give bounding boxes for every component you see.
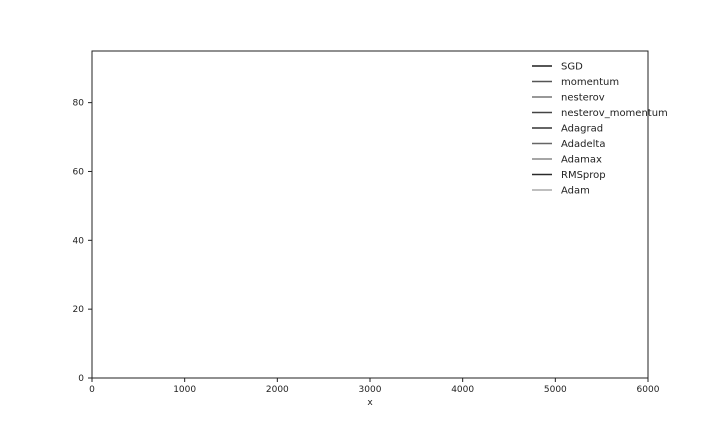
legend-entry-label: nesterov <box>561 93 605 104</box>
legend-entry-label: momentum <box>561 77 619 88</box>
y-tick-label: 40 <box>73 236 85 246</box>
x-tick-label: 0 <box>89 385 95 395</box>
x-tick-label: 4000 <box>451 385 474 395</box>
x-tick-label: 6000 <box>637 385 660 395</box>
x-tick-label: 1000 <box>173 385 196 395</box>
legend-entry-label: nesterov_momentum <box>561 108 668 119</box>
legend: SGD momentum nesterov nesterov_momentum Adag… <box>532 62 668 197</box>
legend-entry-label: Adadelta <box>561 139 605 150</box>
y-tick-label: 20 <box>73 305 85 315</box>
x-axis-label: x <box>367 398 373 408</box>
y-tick-label: 60 <box>73 167 85 177</box>
legend-entry-label: SGD <box>561 62 583 73</box>
legend-entry-label: Adam <box>561 186 590 197</box>
x-tick-label: 2000 <box>266 385 289 395</box>
x-axis: 0 1000 2000 3000 4000 5000 6000 <box>89 378 660 395</box>
x-tick-label: 5000 <box>544 385 567 395</box>
legend-entry-label: Adamax <box>561 155 602 166</box>
y-axis: 0 20 40 60 80 <box>73 99 92 384</box>
legend-entry-label: RMSprop <box>561 170 606 181</box>
y-tick-label: 80 <box>73 99 85 109</box>
x-tick-label: 3000 <box>359 385 382 395</box>
y-tick-label: 0 <box>78 374 84 384</box>
legend-entry-label: Adagrad <box>561 124 603 135</box>
